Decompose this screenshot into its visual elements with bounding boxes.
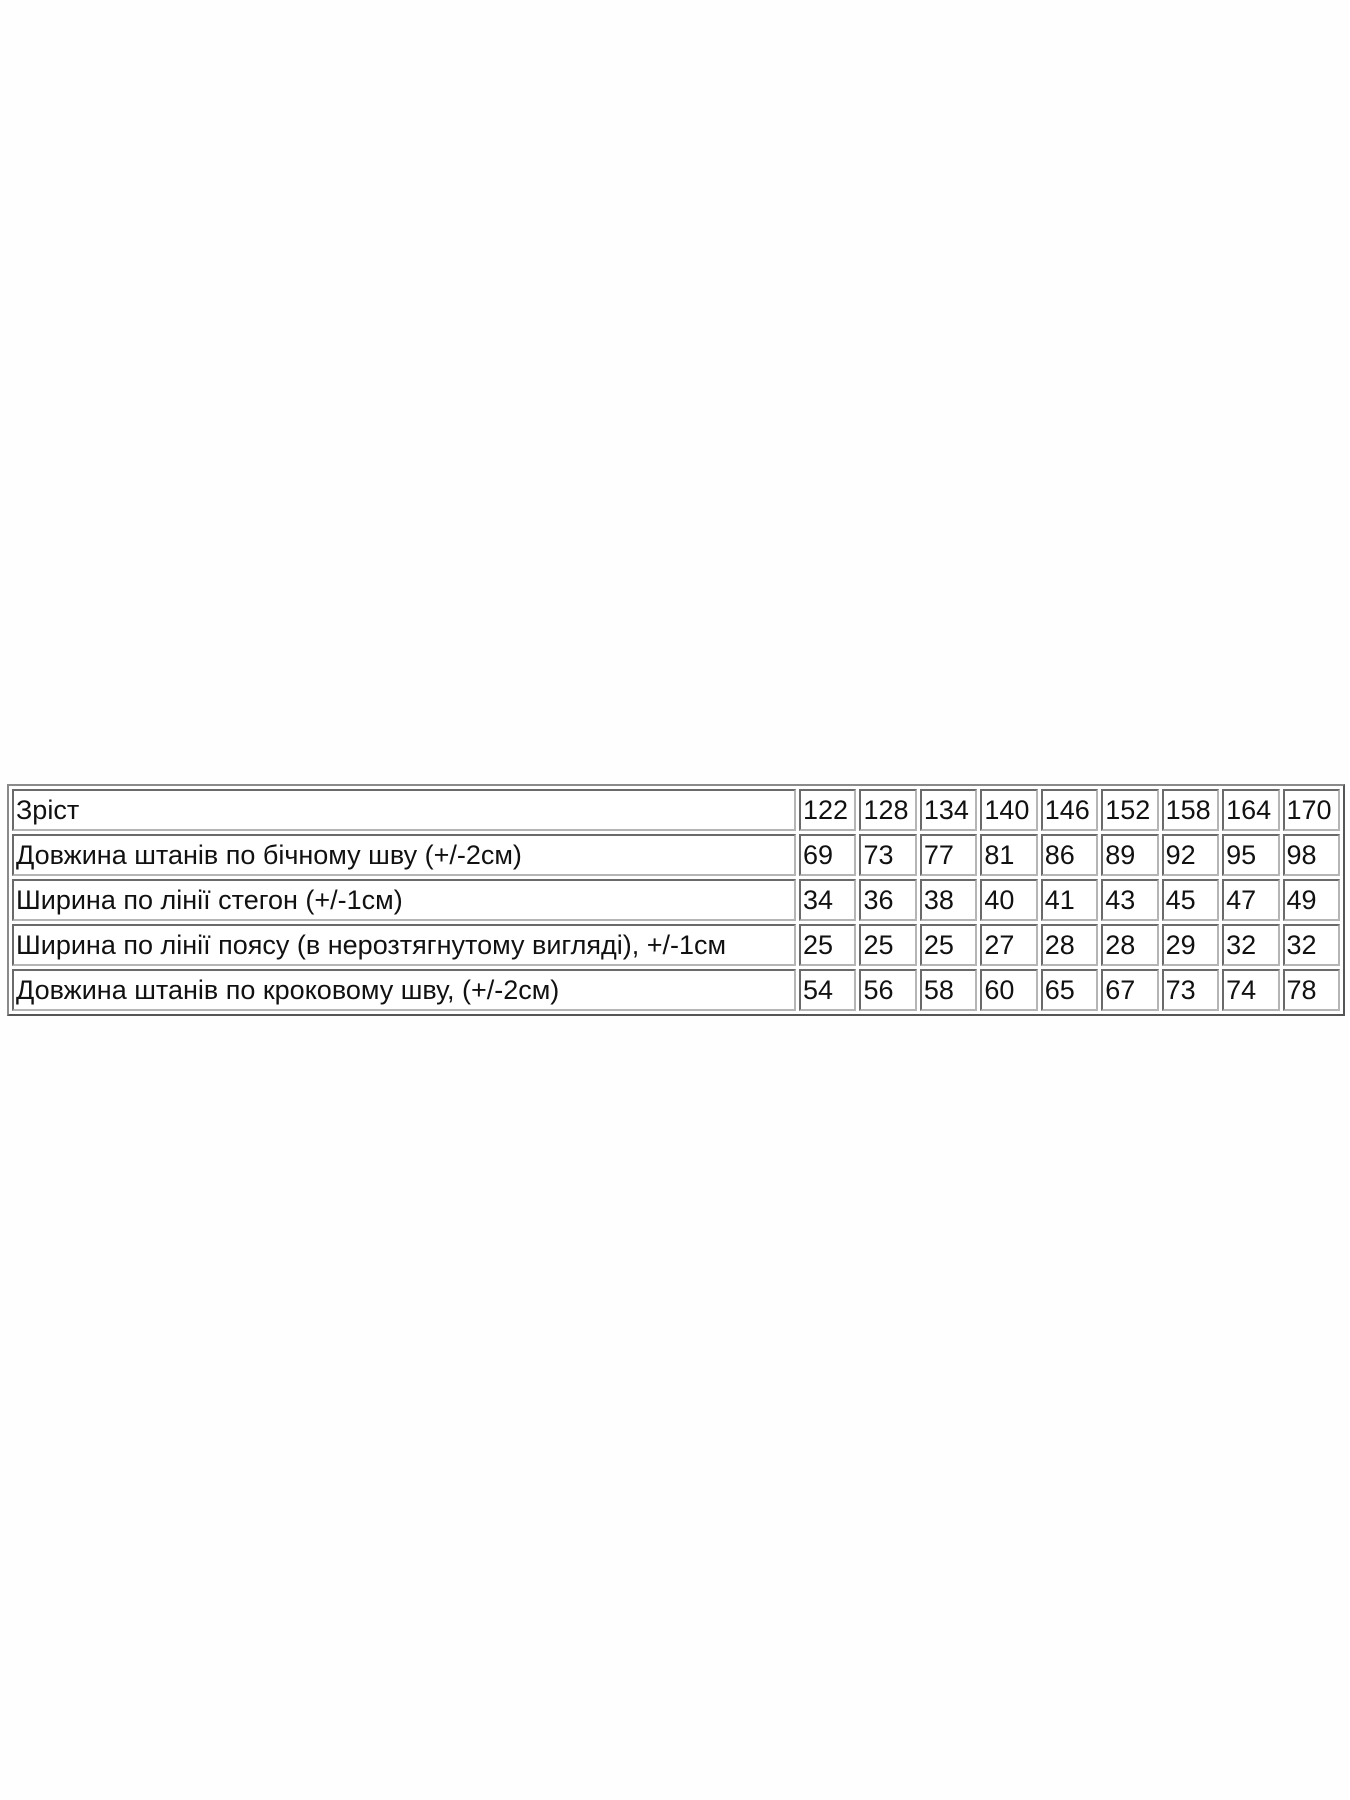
header-row: Зріст 122 128 134 140 146 152 158 164 170 [12, 789, 1340, 831]
table-cell: 158 [1161, 789, 1220, 831]
table-row: Ширина по лінії поясу (в нерозтягнутому … [12, 924, 1340, 966]
table-cell: 28 [1101, 924, 1159, 966]
table-cell: 73 [859, 834, 917, 876]
table-cell: 25 [919, 924, 978, 966]
table-cell: 122 [799, 789, 857, 831]
row-label: Довжина штанів по бічному шву (+/-2см) [12, 834, 796, 876]
row-label: Ширина по лінії поясу (в нерозтягнутому … [12, 924, 796, 966]
table-cell: 95 [1222, 834, 1280, 876]
table-cell: 170 [1282, 789, 1340, 831]
table-cell: 60 [980, 969, 1038, 1011]
table-cell: 29 [1161, 924, 1220, 966]
table-cell: 89 [1101, 834, 1159, 876]
table-cell: 32 [1222, 924, 1280, 966]
table-cell: 28 [1040, 924, 1099, 966]
row-label: Довжина штанів по кроковому шву, (+/-2см… [12, 969, 796, 1011]
table-cell: 152 [1101, 789, 1159, 831]
table-cell: 27 [980, 924, 1038, 966]
table-cell: 67 [1101, 969, 1159, 1011]
table-cell: 92 [1161, 834, 1220, 876]
table-cell: 98 [1282, 834, 1340, 876]
table-cell: 25 [859, 924, 917, 966]
table-cell: 36 [859, 879, 917, 921]
table-cell: 47 [1222, 879, 1280, 921]
table-cell: 38 [919, 879, 978, 921]
table-cell: 43 [1101, 879, 1159, 921]
table-cell: 81 [980, 834, 1038, 876]
table-cell: 128 [859, 789, 917, 831]
size-chart-table: Зріст 122 128 134 140 146 152 158 164 170 Довжина … [7, 784, 1345, 1016]
table-cell: 34 [799, 879, 857, 921]
table-cell: 164 [1222, 789, 1280, 831]
row-label: Ширина по лінії стегон (+/-1см) [12, 879, 796, 921]
table-cell: 74 [1222, 969, 1280, 1011]
table-cell: 65 [1040, 969, 1099, 1011]
table-row: Довжина штанів по кроковому шву, (+/-2см… [12, 969, 1340, 1011]
table-cell: 69 [799, 834, 857, 876]
table-row: Ширина по лінії стегон (+/-1см) 34 36 38 40 4… [12, 879, 1340, 921]
table-cell: 56 [859, 969, 917, 1011]
table-cell: 49 [1282, 879, 1340, 921]
table-cell: 140 [980, 789, 1038, 831]
table-cell: 58 [919, 969, 978, 1011]
table-cell: 77 [919, 834, 978, 876]
table-cell: 40 [980, 879, 1038, 921]
table-cell: 73 [1161, 969, 1220, 1011]
table-cell: 78 [1282, 969, 1340, 1011]
table-cell: 146 [1040, 789, 1099, 831]
table-cell: 45 [1161, 879, 1220, 921]
table-cell: 41 [1040, 879, 1099, 921]
table-cell: 25 [799, 924, 857, 966]
table-row: Довжина штанів по бічному шву (+/-2см) 69… [12, 834, 1340, 876]
row-label: Зріст [12, 789, 796, 831]
table-cell: 32 [1282, 924, 1340, 966]
table-cell: 54 [799, 969, 857, 1011]
table-cell: 86 [1040, 834, 1099, 876]
table-cell: 134 [919, 789, 978, 831]
